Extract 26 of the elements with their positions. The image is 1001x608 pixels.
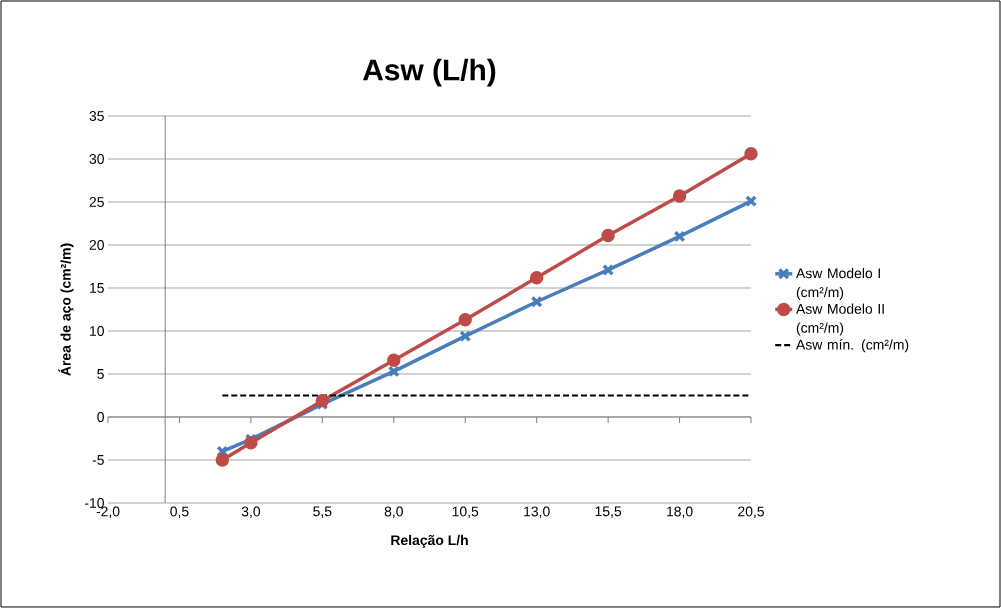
x-tick-label: 18,0 [667,506,693,519]
y-axis-title: Área de aço (cm²/m) [58,243,74,376]
chart-title: Asw (L/h) [363,58,496,87]
x-tick-label: 3,0 [241,506,261,519]
x-tick-label: 0,5 [170,506,189,519]
y-tick-label: 0 [97,412,104,422]
y-tick-label: 15 [90,283,104,293]
y-tick-label: 10 [90,326,104,336]
x-tick-label: -2,0 [96,506,120,519]
x-tick-label: 20,5 [738,506,764,519]
x-tick-label: 10,5 [452,506,479,519]
y-tick-label: -10 [84,498,104,508]
legend-label: Asw Modelo I (cm²/m) [796,268,880,300]
y-tick-label: 35 [89,111,104,121]
y-tick-label: 20 [89,240,104,250]
y-tick-label: 25 [89,197,104,207]
legend-label: Asw mín. (cm²/m) [796,339,909,353]
x-tick-label: 8,0 [384,506,403,519]
x-tick-label: 13,0 [524,506,550,519]
x-tick-label: 5,5 [313,506,332,518]
x-axis-title: Relação L/h [391,534,468,548]
y-tick-label: -5 [92,455,104,465]
legend-label: Asw Modelo II (cm²/m) [796,303,884,336]
y-tick-label: 5 [97,369,104,379]
y-tick-label: 30 [89,154,104,164]
x-tick-label: 15,5 [595,506,622,518]
